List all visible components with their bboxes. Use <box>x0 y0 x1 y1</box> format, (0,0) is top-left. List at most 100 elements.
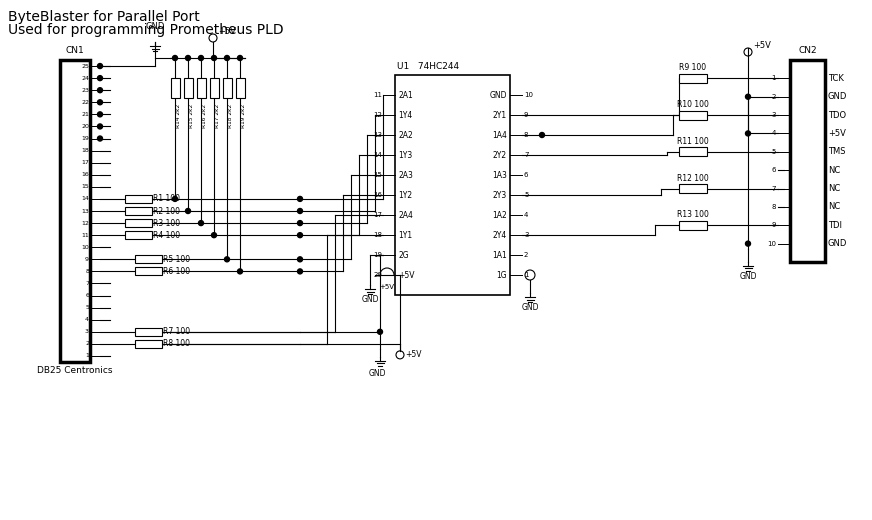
Text: R10 100: R10 100 <box>677 100 709 109</box>
Circle shape <box>199 56 203 60</box>
Text: 16: 16 <box>81 172 89 177</box>
Text: R1 100: R1 100 <box>153 194 180 203</box>
Text: 5: 5 <box>524 192 528 198</box>
Circle shape <box>173 56 178 60</box>
Text: 13: 13 <box>373 132 382 138</box>
Bar <box>134 255 161 263</box>
Text: 1Y3: 1Y3 <box>398 150 412 160</box>
Text: 4: 4 <box>85 317 89 322</box>
Text: TMS: TMS <box>828 147 846 157</box>
Bar <box>790 60 825 262</box>
Text: 10: 10 <box>81 245 89 250</box>
Text: R4 100: R4 100 <box>153 231 181 240</box>
Text: 2: 2 <box>524 252 528 258</box>
Text: TDO: TDO <box>828 111 846 120</box>
Text: 13: 13 <box>81 209 89 214</box>
Text: 12: 12 <box>81 220 89 226</box>
Text: 3: 3 <box>772 112 776 118</box>
Circle shape <box>297 232 303 238</box>
Text: R12 100: R12 100 <box>678 174 709 183</box>
Text: +5V: +5V <box>398 270 414 280</box>
Text: +5V: +5V <box>753 41 771 50</box>
Text: 17: 17 <box>373 212 382 218</box>
Circle shape <box>297 220 303 226</box>
Bar <box>222 78 231 98</box>
Text: 1A4: 1A4 <box>492 131 507 139</box>
Text: R16 2k2: R16 2k2 <box>202 104 207 128</box>
Text: R13 100: R13 100 <box>677 210 709 219</box>
Text: 1: 1 <box>85 354 89 358</box>
Text: 2A1: 2A1 <box>398 90 412 99</box>
Text: 1: 1 <box>524 272 528 278</box>
Text: 15: 15 <box>373 172 382 178</box>
Bar <box>679 74 707 83</box>
Text: 22: 22 <box>81 100 89 105</box>
Text: 1Y1: 1Y1 <box>398 230 412 240</box>
Text: 9: 9 <box>772 222 776 228</box>
Circle shape <box>98 136 103 141</box>
Circle shape <box>297 209 303 214</box>
Text: 10: 10 <box>767 241 776 246</box>
Text: 11: 11 <box>373 92 382 98</box>
Bar <box>125 231 152 239</box>
Text: TDI: TDI <box>828 221 842 230</box>
Text: 5: 5 <box>772 149 776 155</box>
Text: NC: NC <box>828 166 841 175</box>
Text: 8: 8 <box>85 269 89 274</box>
Text: R6 100: R6 100 <box>163 267 190 276</box>
Text: 8: 8 <box>772 204 776 210</box>
Text: 2A2: 2A2 <box>398 131 412 139</box>
Circle shape <box>98 88 103 93</box>
Text: R9 100: R9 100 <box>679 63 706 72</box>
Circle shape <box>212 232 216 238</box>
Text: R14 2k2: R14 2k2 <box>176 104 181 128</box>
Circle shape <box>212 56 216 60</box>
Text: R8 100: R8 100 <box>163 340 190 348</box>
Text: 6: 6 <box>85 293 89 298</box>
Circle shape <box>378 329 383 334</box>
Text: 15: 15 <box>81 185 89 189</box>
Text: R5 100: R5 100 <box>163 255 190 264</box>
Text: 24: 24 <box>81 75 89 81</box>
Text: R7 100: R7 100 <box>163 327 190 336</box>
Text: 7: 7 <box>772 186 776 191</box>
Text: 1Y4: 1Y4 <box>398 111 412 120</box>
Text: R15 2k2: R15 2k2 <box>189 104 194 128</box>
Text: 21: 21 <box>81 112 89 117</box>
Text: R2 100: R2 100 <box>153 206 180 215</box>
Bar <box>679 184 707 193</box>
Text: 17: 17 <box>81 160 89 165</box>
Circle shape <box>237 56 242 60</box>
Text: 19: 19 <box>81 136 89 141</box>
Circle shape <box>746 131 751 136</box>
Text: 11: 11 <box>81 232 89 238</box>
Text: 3: 3 <box>85 329 89 334</box>
Circle shape <box>173 197 178 201</box>
Circle shape <box>297 197 303 201</box>
Text: GND: GND <box>361 295 378 304</box>
Bar <box>196 78 206 98</box>
Circle shape <box>237 269 242 274</box>
Text: Used for programming Prometheus PLD: Used for programming Prometheus PLD <box>8 23 283 37</box>
Text: 1A1: 1A1 <box>493 251 507 259</box>
Bar <box>171 78 180 98</box>
Text: 14: 14 <box>373 152 382 158</box>
Text: 1A2: 1A2 <box>493 211 507 219</box>
Text: 9: 9 <box>85 257 89 262</box>
Text: 6: 6 <box>524 172 528 178</box>
Circle shape <box>186 56 190 60</box>
Text: GND: GND <box>521 303 539 312</box>
Bar <box>395 75 510 295</box>
Text: NC: NC <box>828 184 841 193</box>
Text: 14: 14 <box>81 197 89 201</box>
Circle shape <box>98 112 103 117</box>
Circle shape <box>186 209 190 214</box>
Text: R19 2k2: R19 2k2 <box>241 104 246 128</box>
Text: 1A3: 1A3 <box>492 171 507 179</box>
Circle shape <box>98 75 103 81</box>
Text: 2Y4: 2Y4 <box>493 230 507 240</box>
Text: 3: 3 <box>524 232 528 238</box>
Circle shape <box>199 220 203 226</box>
Bar <box>134 340 161 348</box>
Text: 2Y2: 2Y2 <box>493 150 507 160</box>
